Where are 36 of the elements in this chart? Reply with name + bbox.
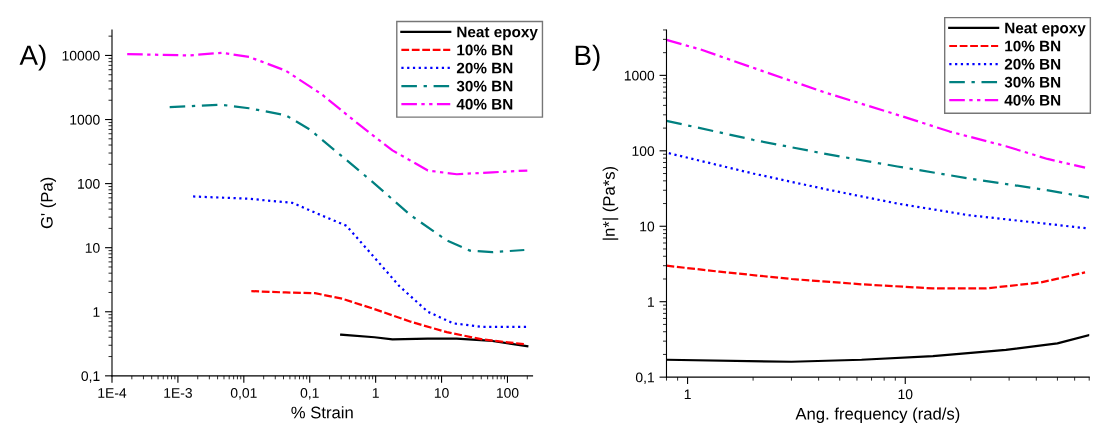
x-axis-title: Ang. frequency (rad/s) (795, 407, 960, 423)
legend-label: 20% BN (456, 62, 513, 74)
x-tick-label: 1E-3 (164, 388, 192, 398)
chart-title: A) (19, 44, 46, 71)
legend-label: 40% BN (1004, 94, 1061, 106)
legend-label: 10% BN (1005, 40, 1061, 52)
chart-title: B) (575, 44, 600, 71)
x-axis-title: % Strain (291, 406, 353, 419)
y-tick-label: 1 (93, 307, 100, 317)
y-tick-label: 0,1 (635, 372, 654, 384)
legend-label: 20% BN (1004, 58, 1061, 70)
y-tick-label: 1000 (624, 70, 655, 81)
legend-label: 30% BN (1004, 76, 1061, 88)
legend-label: Neat epoxy (1005, 22, 1086, 37)
y-tick-label: 10 (640, 221, 655, 232)
y-tick-label: 10000 (62, 50, 100, 61)
y-tick-label: 10 (85, 243, 100, 253)
y-tick-label: 100 (78, 178, 100, 189)
y-tick-label: 0,1 (81, 371, 100, 383)
y-tick-label: 1000 (70, 114, 100, 125)
legend-label: 40% BN (456, 98, 513, 110)
x-tick-label: 0,01 (230, 388, 257, 400)
y-tick-label: 100 (632, 146, 655, 156)
x-tick-label: 10 (898, 389, 913, 400)
legend-label: 30% BN (456, 80, 513, 92)
x-tick-label: 1E-4 (98, 388, 127, 398)
x-tick-label: 100 (496, 388, 519, 398)
x-tick-label: 1 (684, 389, 691, 400)
x-tick-label: 0,1 (300, 388, 319, 400)
x-tick-label: 10 (434, 388, 449, 398)
y-tick-label: 1 (648, 297, 654, 307)
y-axis-title: |n*| (Pa*s) (602, 166, 619, 240)
x-tick-label: 1 (372, 388, 379, 398)
legend-label: Neat epoxy (457, 26, 538, 41)
legend-label: 10% BN (457, 44, 513, 56)
y-axis-title: G' (Pa) (40, 177, 57, 229)
